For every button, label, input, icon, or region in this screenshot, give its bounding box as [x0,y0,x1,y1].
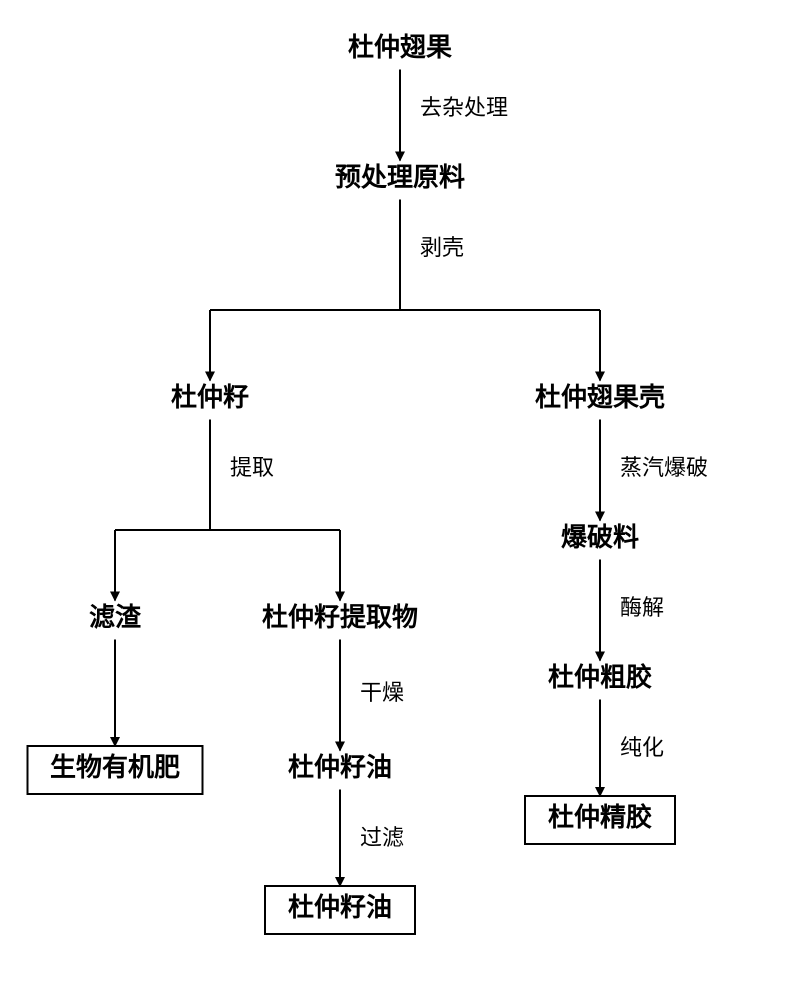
edge-label: 酶解 [620,595,664,620]
flow-node: 杜仲翅果壳 [535,383,665,412]
edge-label: 剥壳 [420,235,464,260]
flow-node: 杜仲翅果 [348,33,452,62]
flow-node: 杜仲籽 [171,383,249,412]
flow-node: 杜仲精胶 [548,802,652,832]
edge-label: 干燥 [360,680,404,705]
edge-label: 纯化 [620,735,664,760]
edge-label: 去杂处理 [420,95,508,120]
flow-node: 杜仲籽油 [288,893,392,922]
flow-node: 杜仲籽提取物 [262,603,418,632]
flow-node: 滤渣 [89,603,142,632]
edge-label: 蒸汽爆破 [620,455,708,480]
flow-node: 杜仲粗胶 [548,662,652,692]
flowchart-svg: 去杂处理剥壳提取 蒸汽爆破酶解纯化 干燥过滤 杜仲翅果预处理原料杜仲籽 杜仲翅果壳爆破料… [0,0,801,1000]
flow-node: 杜仲籽油 [288,753,392,782]
flow-node: 预处理原料 [335,163,465,192]
edge-label: 过滤 [360,825,404,850]
flow-node: 爆破料 [561,523,639,552]
flow-node: 生物有机肥 [50,753,180,782]
edge-label: 提取 [230,455,274,480]
